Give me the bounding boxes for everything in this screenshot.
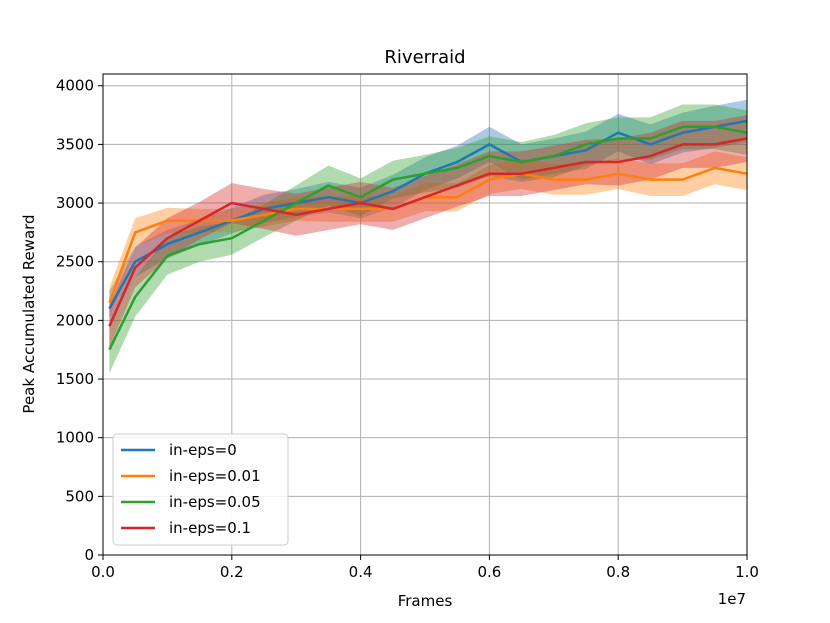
x-axis-label: Frames [398,592,453,610]
y-tick-label: 1000 [56,429,94,447]
y-tick-label: 500 [65,487,94,505]
series-band-3 [109,115,747,348]
series-line-3 [108,137,748,327]
series-band-1 [109,151,747,318]
y-tick-label: 0 [84,546,94,564]
x-tick-label: 0.8 [606,563,630,581]
y-tick-label: 2500 [56,253,94,271]
y-tick-label: 1500 [56,370,94,388]
legend-label-0: in-eps=0 [169,441,237,459]
x-axis-offset-label: 1e7 [718,590,746,608]
legend-label-1: in-eps=0.01 [169,467,261,485]
series-lines [108,119,748,351]
y-tick-label: 3500 [56,135,94,153]
x-tick-label: 0.6 [477,563,501,581]
legend-label-2: in-eps=0.05 [169,493,261,511]
y-tick-label: 3000 [56,194,94,212]
x-tick-label: 0.2 [220,563,244,581]
x-tick-label: 1.0 [735,563,759,581]
chart-title: Riverraid [384,47,465,68]
series-band-0 [109,99,747,327]
series-line-2 [108,125,748,351]
axis-ticks: 0.0 0.2 0.4 0.6 0.8 1.0 0 500 1000 1500 2000 2500 30… [56,77,759,581]
legend-label-3: in-eps=0.1 [169,519,251,537]
legend-box [112,433,289,546]
y-axis-label: Peak Accumulated Reward [20,214,38,413]
y-tick-label: 2000 [56,311,94,329]
x-tick-label: 0.4 [349,563,373,581]
plot-frame [102,73,748,556]
y-tick-label: 4000 [56,77,94,95]
x-tick-label: 0.0 [91,563,115,581]
legend: in-eps=0 in-eps=0.01 in-eps=0.05 in-eps=… [112,433,289,546]
